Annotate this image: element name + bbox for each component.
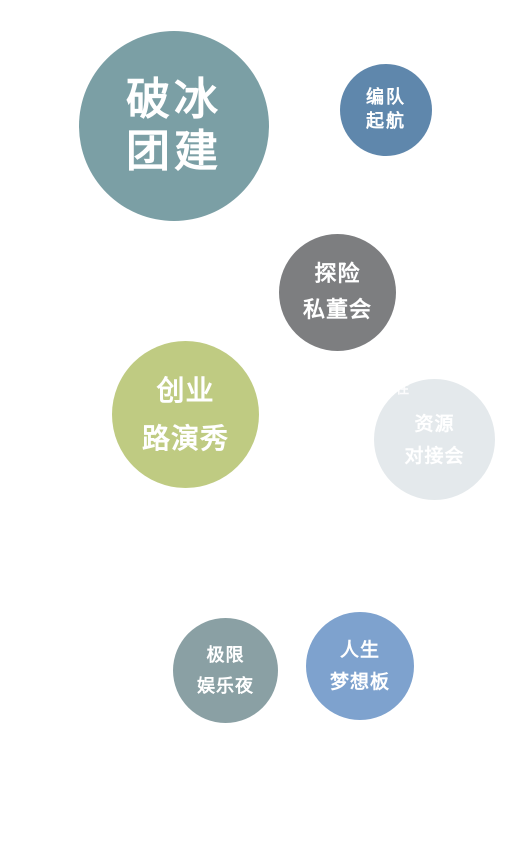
startup-roadshow-bubble[interactable]: 创业 路演秀 [112,341,259,488]
bubble-line-2: 路演秀 [141,421,229,455]
formation-sail-bubble[interactable]: 编队 起航 [340,64,432,156]
ice-breaking-bubble[interactable]: 破冰 团建 [79,31,269,221]
bubble-line-1: 极限 [206,644,245,666]
dream-board-bubble[interactable]: 人生 梦想板 [306,612,414,720]
extreme-night-bubble[interactable]: 极限 娱乐夜 [173,618,278,723]
bubble-line-2: 起航 [366,111,406,132]
bubble-line-2: 团建 [126,126,222,177]
bubble-line-1: 探险 [314,261,361,287]
resource-meeting-bubble[interactable]: 资源 对接会 [374,379,495,500]
bubble-line-2: 私董会 [302,297,372,323]
bubble-line-1: 编队 [366,87,406,108]
exploration-board-bubble[interactable]: 探险 私董会 [279,234,396,351]
bubble-line-2: 梦想板 [329,671,390,693]
ghost-label: 往 [396,382,410,397]
bubble-line-1: 创业 [156,373,215,407]
bubble-line-1: 破冰 [126,74,222,125]
bubble-line-1: 人生 [339,639,380,661]
bubble-line-2: 娱乐夜 [197,675,254,697]
bubble-line-2: 对接会 [404,444,465,467]
bubble-line-1: 资源 [414,412,455,435]
